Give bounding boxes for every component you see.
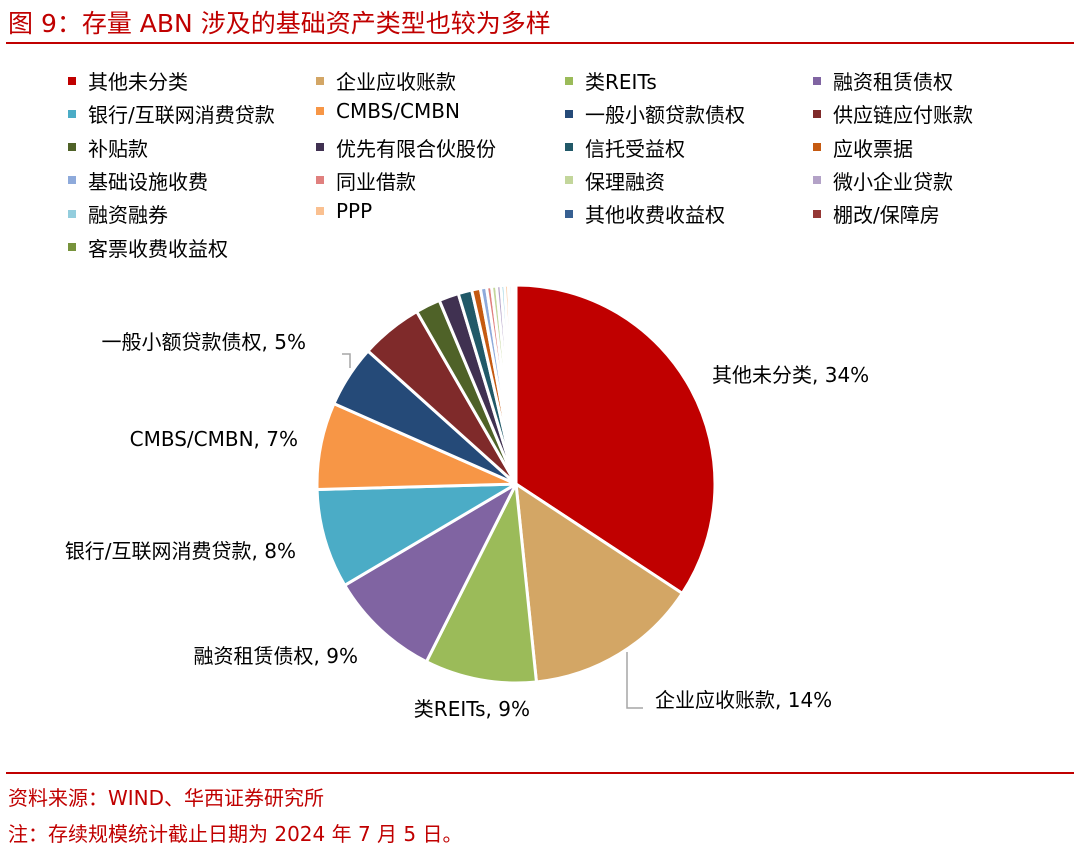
pie-slice: [343, 482, 518, 664]
data-label: 其他未分类, 34%: [712, 363, 869, 387]
legend-label: 棚改/保障房: [833, 203, 940, 228]
legend-swatch: [316, 107, 324, 116]
legend-item: 应收票据: [813, 133, 913, 162]
data-label: 融资租赁债权, 9%: [194, 644, 358, 668]
legend-item: 一般小额贷款债权: [565, 99, 745, 128]
legend-label: 保理融资: [585, 169, 665, 194]
legend-item: 棚改/保障房: [813, 199, 940, 228]
legend-swatch: [316, 143, 324, 152]
legend-item: 供应链应付账款: [813, 99, 973, 128]
legend-label: 优先有限合伙股份: [336, 136, 496, 161]
legend-label: 银行/互联网消费贷款: [88, 103, 275, 128]
legend-label: 信托受益权: [585, 136, 685, 161]
legend-label: 供应链应付账款: [833, 103, 973, 128]
legend-item: 融资租赁债权: [813, 66, 953, 95]
legend-label: 应收票据: [833, 136, 913, 161]
legend-label: 微小企业贷款: [833, 169, 953, 194]
footer-rule: [6, 772, 1074, 774]
data-label: 企业应收账款, 14%: [655, 688, 832, 712]
figure-title: 图 9：存量 ABN 涉及的基础资产类型也较为多样: [8, 9, 551, 38]
legend-swatch: [68, 109, 76, 118]
legend-swatch: [813, 76, 821, 85]
legend-label: 融资融券: [88, 203, 168, 228]
legend-item: 银行/互联网消费贷款: [68, 99, 275, 128]
legend-label: 企业应收账款: [336, 70, 456, 94]
legend-label: 同业借款: [336, 169, 416, 194]
legend-item: 信托受益权: [565, 133, 685, 162]
legend-label: 基础设施收费: [88, 169, 208, 194]
legend-swatch: [565, 109, 573, 118]
legend-label: 一般小额贷款债权: [585, 103, 745, 128]
legend-item: 优先有限合伙股份: [316, 133, 496, 162]
legend-item: 基础设施收费: [68, 166, 208, 195]
legend-label: CMBS/CMBN: [336, 99, 460, 124]
legend-item: 客票收费收益权: [68, 233, 228, 262]
date-note: 注：存续规模统计截止日期为 2024 年 7 月 5 日。: [8, 822, 463, 846]
legend-swatch: [68, 243, 76, 251]
data-label: CMBS/CMBN, 7%: [130, 427, 298, 451]
data-label: 银行/互联网消费贷款, 8%: [65, 539, 296, 563]
leader-line: [342, 353, 351, 368]
legend-swatch: [68, 209, 76, 218]
legend-item: 同业借款: [316, 166, 416, 195]
legend-swatch: [316, 76, 324, 85]
legend-label: 其他未分类: [88, 70, 188, 94]
legend-label: PPP: [336, 199, 373, 224]
legend-item: PPP: [316, 199, 372, 223]
data-label: 一般小额贷款债权, 5%: [102, 330, 306, 354]
legend-swatch: [68, 176, 76, 185]
legend-item: 微小企业贷款: [813, 166, 953, 195]
legend-label: 融资租赁债权: [833, 70, 953, 94]
legend-swatch: [565, 176, 573, 185]
title-rule: [6, 42, 1074, 44]
legend-label: 类REITs: [585, 70, 657, 94]
pie-slice: [512, 283, 518, 486]
pie-slice: [315, 482, 518, 587]
legend-label: 客票收费收益权: [88, 236, 228, 261]
legend-swatch: [813, 143, 821, 152]
pie-slice: [514, 482, 684, 684]
leader-line: [626, 652, 643, 709]
legend-item: 融资融券: [68, 199, 168, 228]
legend-swatch: [68, 76, 76, 85]
legend-swatch: [565, 76, 573, 85]
legend-swatch: [316, 207, 324, 216]
legend-label: 其他收费收益权: [585, 203, 725, 228]
legend-swatch: [813, 209, 821, 218]
legend-item: 补贴款: [68, 133, 148, 162]
data-label: 类REITs, 9%: [414, 697, 530, 721]
legend-item: 其他收费收益权: [565, 199, 725, 228]
legend-swatch: [68, 143, 76, 152]
legend-swatch: [813, 176, 821, 185]
legend-swatch: [565, 143, 573, 152]
legend-item: 保理融资: [565, 166, 665, 195]
legend-label: 补贴款: [88, 136, 148, 161]
source-note: 资料来源：WIND、华西证券研究所: [8, 786, 325, 810]
pie-slice: [424, 482, 538, 685]
legend-item: 类REITs: [565, 66, 657, 95]
legend-swatch: [316, 176, 324, 185]
legend-item: CMBS/CMBN: [316, 99, 460, 123]
legend-item: 其他未分类: [68, 66, 188, 95]
legend-swatch: [813, 109, 821, 118]
legend-item: 企业应收账款: [316, 66, 456, 95]
legend-swatch: [565, 209, 573, 218]
